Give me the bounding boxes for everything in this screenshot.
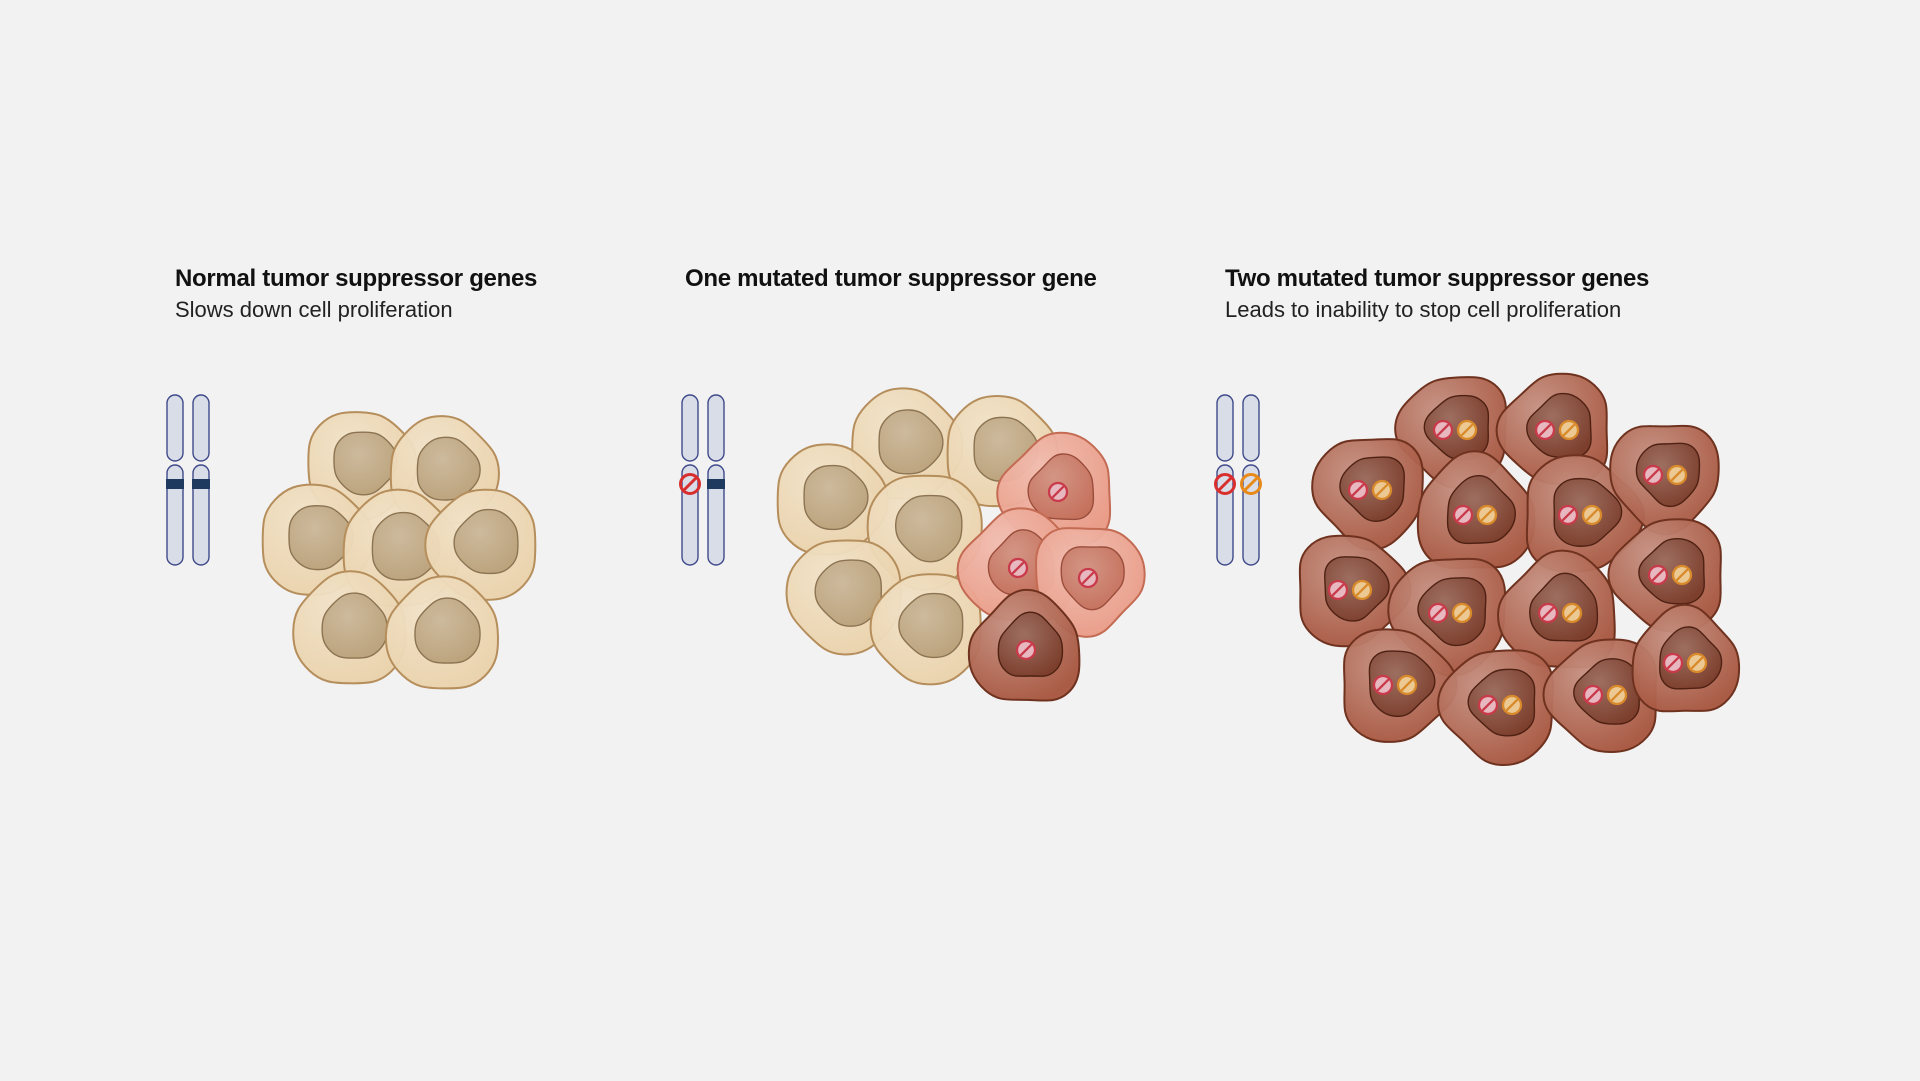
red-mutation-icon	[1584, 686, 1602, 704]
panel-one-mutated: One mutated tumor suppressor gene	[685, 265, 1125, 293]
red-mutation-icon	[1454, 506, 1472, 524]
orange-mutation-icon	[1453, 604, 1471, 622]
panel-two-mutated: Two mutated tumor suppressor genes Leads …	[1225, 265, 1745, 323]
red-mutation-icon	[1329, 581, 1347, 599]
red-mutation-icon	[1664, 654, 1682, 672]
orange-mutation-icon	[1563, 604, 1581, 622]
red-mutation-icon	[1009, 559, 1027, 577]
panel-title: One mutated tumor suppressor gene	[685, 265, 1125, 293]
red-mutation-icon	[1049, 483, 1067, 501]
panel-subtitle: Leads to inability to stop cell prolifer…	[1225, 297, 1745, 323]
red-mutation-icon	[1349, 481, 1367, 499]
red-mutation-icon	[1079, 569, 1097, 587]
red-mutation-icon	[1017, 641, 1035, 659]
red-mutation-icon	[1649, 566, 1667, 584]
orange-mutation-icon	[1688, 654, 1706, 672]
orange-mutation-icon	[1478, 506, 1496, 524]
red-mutation-icon	[1479, 696, 1497, 714]
orange-mutation-icon	[1373, 481, 1391, 499]
panel-normal: Normal tumor suppressor genes Slows down …	[175, 265, 595, 323]
orange-mutation-icon	[1583, 506, 1601, 524]
orange-mutation-icon	[1668, 466, 1686, 484]
orange-mutation-icon	[1503, 696, 1521, 714]
orange-mutation-icon	[1353, 581, 1371, 599]
orange-mutation-icon	[1608, 686, 1626, 704]
orange-mutation-icon	[1398, 676, 1416, 694]
panel-title: Two mutated tumor suppressor genes	[1225, 265, 1745, 293]
red-mutation-icon	[1644, 466, 1662, 484]
red-mutation-icon	[1374, 676, 1392, 694]
panel-title: Normal tumor suppressor genes	[175, 265, 595, 293]
red-mutation-icon	[1434, 421, 1452, 439]
orange-mutation-icon	[1560, 421, 1578, 439]
diagram-canvas: Normal tumor suppressor genes Slows down …	[0, 0, 1920, 1081]
red-mutation-icon	[1539, 604, 1557, 622]
orange-mutation-icon	[1458, 421, 1476, 439]
red-mutation-icon	[1429, 604, 1447, 622]
cell-cluster	[750, 360, 1150, 780]
cell-cluster	[245, 380, 555, 740]
chromosome-pair	[155, 385, 237, 581]
chromosome-pair	[670, 385, 752, 581]
red-mutation-icon	[1559, 506, 1577, 524]
cell-brown	[1312, 439, 1423, 550]
panel-subtitle: Slows down cell proliferation	[175, 297, 595, 323]
orange-mutation-icon	[1673, 566, 1691, 584]
cell-cluster	[1275, 345, 1795, 865]
red-mutation-icon	[1536, 421, 1554, 439]
